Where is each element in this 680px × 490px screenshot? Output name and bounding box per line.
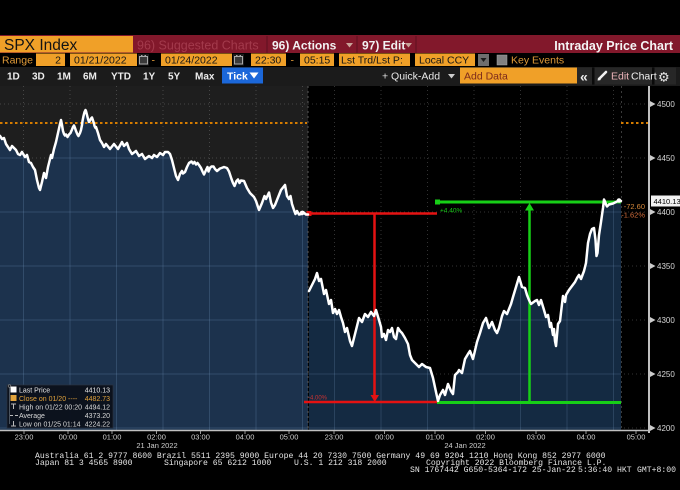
svg-text:02:00: 02:00 bbox=[147, 433, 166, 442]
svg-text:+ Quick-Add: + Quick-Add bbox=[382, 71, 440, 83]
svg-text:4350: 4350 bbox=[657, 262, 675, 271]
svg-text:97) Edit: 97) Edit bbox=[362, 39, 405, 53]
svg-text:-72.60: -72.60 bbox=[624, 202, 645, 211]
svg-text:-: - bbox=[291, 55, 295, 67]
svg-text:4400: 4400 bbox=[657, 208, 675, 217]
svg-text:02:00: 02:00 bbox=[476, 433, 495, 442]
svg-text:⚙: ⚙ bbox=[658, 70, 670, 85]
svg-text:Japan 81 3 4565 8900: Japan 81 3 4565 8900 bbox=[35, 459, 133, 468]
svg-text:SN 1767442 G650-5364-172 25-Ja: SN 1767442 G650-5364-172 25-Jan-22 bbox=[410, 466, 576, 475]
svg-text:4410.13: 4410.13 bbox=[85, 388, 110, 395]
svg-text:4200: 4200 bbox=[657, 424, 675, 433]
svg-text:22:30: 22:30 bbox=[255, 55, 281, 67]
svg-text:Lst Trd/Lst P:: Lst Trd/Lst P: bbox=[341, 55, 403, 67]
svg-text:4410.13: 4410.13 bbox=[654, 197, 680, 206]
svg-text:00:00: 00:00 bbox=[59, 433, 78, 442]
svg-text:23:00: 23:00 bbox=[15, 433, 34, 442]
svg-text:Local CCY: Local CCY bbox=[419, 55, 469, 67]
svg-text:03:00: 03:00 bbox=[527, 433, 546, 442]
svg-text:Close on 01/20 ----: Close on 01/20 ---- bbox=[19, 396, 78, 403]
svg-text:1D: 1D bbox=[7, 72, 20, 83]
svg-text:Australia 61 2 9777 8600 Brazi: Australia 61 2 9777 8600 Brazil 5511 239… bbox=[35, 451, 606, 461]
svg-text:1Y: 1Y bbox=[143, 72, 156, 83]
svg-text:SPX Index: SPX Index bbox=[4, 37, 77, 54]
svg-text:Add Data: Add Data bbox=[464, 71, 508, 83]
svg-text:96) Actions: 96) Actions bbox=[272, 39, 337, 53]
svg-text:05:00: 05:00 bbox=[627, 433, 646, 442]
svg-text:4373.20: 4373.20 bbox=[85, 413, 110, 420]
svg-text:4250: 4250 bbox=[657, 370, 675, 379]
svg-text:-1.62%: -1.62% bbox=[621, 211, 645, 220]
svg-text:01/21/2022: 01/21/2022 bbox=[74, 55, 127, 67]
svg-text:01:00: 01:00 bbox=[426, 433, 445, 442]
svg-text:4300: 4300 bbox=[657, 316, 675, 325]
svg-text:01:00: 01:00 bbox=[103, 433, 122, 442]
svg-text:4450: 4450 bbox=[657, 154, 675, 163]
svg-text:Tick: Tick bbox=[227, 71, 248, 83]
svg-text:Range: Range bbox=[2, 55, 33, 67]
svg-text:1M: 1M bbox=[57, 72, 71, 83]
svg-text:Key Events: Key Events bbox=[511, 55, 564, 67]
svg-text:03:00: 03:00 bbox=[191, 433, 210, 442]
svg-text:01/24/2022: 01/24/2022 bbox=[165, 55, 218, 67]
svg-text:5:36:40 HKT: 5:36:40 HKT bbox=[578, 466, 632, 475]
svg-text:05:00: 05:00 bbox=[280, 433, 299, 442]
svg-text:Intraday Price Chart: Intraday Price Chart bbox=[554, 39, 674, 53]
svg-text:Copyright 2022 Bloomberg Finan: Copyright 2022 Bloomberg Finance L.P. bbox=[426, 458, 606, 468]
svg-text:Singapore 65 6212 1000: Singapore 65 6212 1000 bbox=[164, 458, 271, 468]
svg-text:Chart: Chart bbox=[631, 71, 657, 83]
svg-text:-4.00%: -4.00% bbox=[308, 396, 328, 402]
svg-text:04:00: 04:00 bbox=[577, 433, 596, 442]
svg-text:4482.73: 4482.73 bbox=[85, 396, 110, 403]
svg-text:05:15: 05:15 bbox=[304, 55, 330, 67]
svg-text:«: « bbox=[580, 69, 588, 85]
svg-text:-: - bbox=[152, 55, 156, 67]
svg-text:00:00: 00:00 bbox=[375, 433, 394, 442]
svg-text:YTD: YTD bbox=[111, 72, 131, 83]
svg-text:4500: 4500 bbox=[657, 100, 675, 109]
svg-text:23:00: 23:00 bbox=[325, 433, 344, 442]
svg-text:2: 2 bbox=[55, 55, 61, 67]
svg-text:Max: Max bbox=[195, 72, 215, 83]
svg-text:4494.12: 4494.12 bbox=[85, 405, 110, 412]
svg-text:4224.22: 4224.22 bbox=[85, 422, 110, 429]
svg-text:Low on 01/25 01:14: Low on 01/25 01:14 bbox=[19, 422, 81, 429]
svg-text:GMT+8:00: GMT+8:00 bbox=[637, 466, 676, 475]
svg-text:6M: 6M bbox=[83, 72, 97, 83]
svg-text:Last Price: Last Price bbox=[19, 388, 50, 395]
svg-text:Average: Average bbox=[19, 413, 45, 420]
svg-text:U.S. 1 212 318 2000: U.S. 1 212 318 2000 bbox=[294, 459, 387, 468]
svg-text:96) Suggested Charts: 96) Suggested Charts bbox=[137, 39, 259, 53]
svg-text:+4.40%: +4.40% bbox=[440, 208, 462, 215]
svg-text:Edit: Edit bbox=[611, 71, 629, 83]
svg-text:3D: 3D bbox=[32, 72, 45, 83]
svg-text:24 Jan 2022: 24 Jan 2022 bbox=[444, 441, 485, 450]
svg-text:5Y: 5Y bbox=[168, 72, 181, 83]
svg-text:21 Jan 2022: 21 Jan 2022 bbox=[136, 441, 177, 450]
svg-text:04:00: 04:00 bbox=[236, 433, 255, 442]
svg-text:High on 01/22 00:20: High on 01/22 00:20 bbox=[19, 405, 82, 412]
